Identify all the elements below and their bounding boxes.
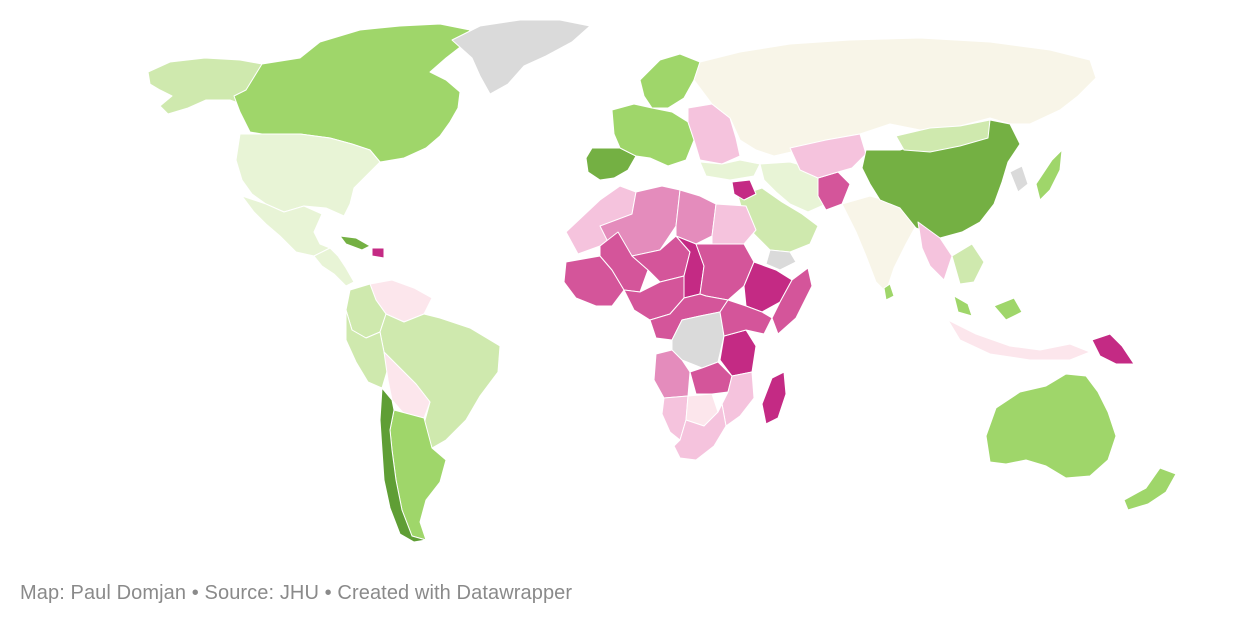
region-yemen[interactable]: Yemen (765, 249, 797, 271)
region-sudan[interactable]: Sudan (695, 243, 755, 301)
region-australia[interactable]: Australia (985, 373, 1117, 479)
region-haiti[interactable]: Haiti (371, 247, 385, 259)
region-papua-new-guinea[interactable]: Papua New Guinea (1091, 333, 1135, 365)
region-southeast-asia[interactable]: Southeast Asia (917, 221, 953, 281)
region-united-states[interactable]: United States (235, 133, 381, 217)
region-greenland[interactable]: Greenland (451, 19, 591, 95)
region-russia[interactable]: Russia (693, 37, 1097, 157)
region-central-america[interactable]: Central America (313, 247, 355, 287)
region-central-asia[interactable]: Central Asia (789, 133, 867, 179)
region-angola[interactable]: Angola (653, 349, 691, 399)
region-mongolia[interactable]: Mongolia (895, 119, 991, 153)
region-alaska[interactable]: Alaska (147, 57, 263, 115)
region-madagascar[interactable]: Madagascar (761, 371, 787, 425)
region-scandinavia[interactable]: Scandinavia (639, 53, 701, 109)
world-choropleth-map: Alaska Canada Greenland United States Me… (147, 19, 1177, 543)
region-sri-lanka[interactable]: Sri Lanka (883, 283, 895, 301)
region-chile[interactable]: Chile (379, 387, 427, 543)
region-syria[interactable]: Syria (731, 179, 757, 201)
map-credit: Map: Paul Domjan • Source: JHU • Created… (20, 582, 573, 604)
region-mexico[interactable]: Mexico (241, 195, 331, 257)
region-vietnam[interactable]: Vietnam (951, 243, 985, 285)
region-kenya[interactable]: Kenya (719, 299, 773, 337)
region-somalia[interactable]: Somalia (771, 267, 813, 335)
region-libya[interactable]: Libya (675, 189, 717, 245)
region-turkey[interactable]: Turkey (699, 159, 761, 181)
region-canada[interactable]: Canada (233, 23, 471, 163)
region-korea[interactable]: Korea (1009, 165, 1029, 193)
region-mozambique[interactable]: Mozambique (721, 371, 755, 427)
region-south-africa[interactable]: South Africa (673, 403, 727, 461)
region-indonesia[interactable]: Indonesia (947, 319, 1091, 361)
region-malaysia[interactable]: Malaysia (953, 295, 1023, 321)
map-canvas: Alaska Canada Greenland United States Me… (147, 19, 1177, 543)
region-japan[interactable]: Japan (1035, 149, 1063, 201)
region-new-zealand[interactable]: New Zealand (1123, 467, 1177, 511)
region-cuba[interactable]: Cuba (339, 235, 371, 251)
